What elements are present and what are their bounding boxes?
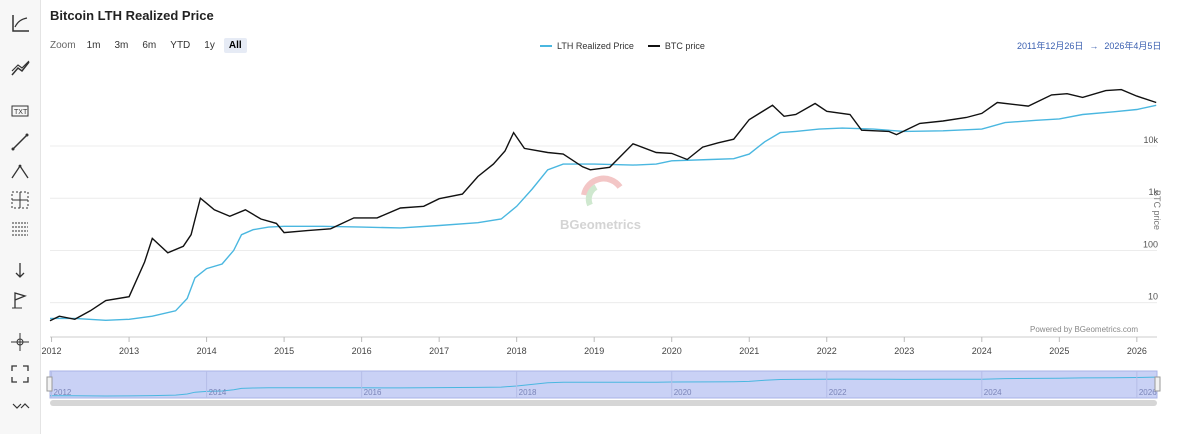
measure-icon[interactable]: [6, 256, 34, 284]
y-tick-label: 10k: [1143, 135, 1158, 145]
x-tick-label: 2023: [894, 346, 914, 356]
navigator-handle-right[interactable]: [1154, 376, 1161, 392]
x-tick-label: 2015: [274, 346, 294, 356]
x-tick-label: 2026: [1127, 346, 1147, 356]
zoom-button-1y[interactable]: 1y: [204, 40, 215, 51]
x-tick-label: 2013: [119, 346, 139, 356]
drawing-toolbar: TXT: [0, 0, 41, 434]
navigator-tick-label: 2016: [364, 388, 382, 397]
series-line-btc-price[interactable]: [49, 88, 1157, 322]
legend: LTH Realized Price BTC price: [540, 41, 719, 51]
line-draw-icon[interactable]: [6, 128, 34, 156]
x-tick-label: 2025: [1049, 346, 1069, 356]
collapse-icon[interactable]: [6, 392, 34, 420]
grid-icon[interactable]: [6, 215, 34, 243]
btc-swatch: [647, 45, 660, 47]
fullscreen-icon[interactable]: [6, 360, 34, 388]
date-range-arrow: →: [1089, 41, 1099, 51]
zoom-button-3m[interactable]: 3m: [114, 40, 129, 51]
navigator-tick-label: 2020: [674, 388, 692, 397]
crosshair-icon[interactable]: [6, 186, 34, 214]
x-tick-label: 2012: [42, 346, 62, 356]
move-icon[interactable]: [6, 328, 34, 356]
zoom-button-6m[interactable]: 6m: [142, 40, 157, 51]
navigator-tick-label: 2022: [829, 388, 847, 397]
x-tick-label: 2017: [429, 346, 449, 356]
x-tick-label: 2019: [584, 346, 604, 356]
series-line-lth-realized-price[interactable]: [50, 104, 1157, 322]
zoom-label: Zoom: [50, 40, 76, 51]
y-tick-label: 100: [1143, 239, 1158, 249]
watermark: BGeometrics: [560, 217, 641, 232]
legend-item-lth[interactable]: LTH Realized Price: [540, 41, 634, 51]
trend-lines-icon[interactable]: [6, 55, 34, 83]
x-tick-label: 2014: [197, 346, 217, 356]
zoom-button-all[interactable]: All: [223, 38, 247, 53]
navigator-tick-label: 2024: [984, 388, 1002, 397]
navigator-tick-label: 2018: [519, 388, 537, 397]
zoom-controls: Zoom 1m 3m 6m YTD 1y All: [50, 38, 251, 53]
x-tick-label: 2016: [352, 346, 372, 356]
x-tick-label: 2022: [817, 346, 837, 356]
date-range[interactable]: 2011年12月26日 → 2026年4月5日: [1014, 39, 1164, 52]
navigator-tick-label: 2026: [1139, 388, 1157, 397]
legend-label-btc: BTC price: [664, 41, 705, 51]
chart-title: Bitcoin LTH Realized Price: [50, 8, 214, 23]
date-from[interactable]: 2011年12月26日: [1017, 41, 1084, 51]
y-tick-label: 1k: [1148, 187, 1158, 197]
navigator-tick-label: 2012: [54, 388, 72, 397]
navigator-scrollbar[interactable]: [50, 400, 1157, 406]
x-tick-label: 2021: [739, 346, 759, 356]
text-annotation-icon[interactable]: TXT: [6, 98, 34, 126]
triangle-pattern-icon[interactable]: [6, 158, 34, 186]
x-tick-label: 2020: [662, 346, 682, 356]
zoom-button-ytd[interactable]: YTD: [170, 40, 191, 51]
legend-item-btc[interactable]: BTC price: [647, 41, 705, 51]
svg-text:TXT: TXT: [14, 109, 28, 116]
navigator-tick-label: 2014: [209, 388, 227, 397]
x-tick-label: 2024: [972, 346, 992, 356]
navigator-handle-left[interactable]: [46, 376, 53, 392]
legend-label-lth: LTH Realized Price: [557, 41, 634, 51]
x-tick-label: 2018: [507, 346, 527, 356]
navigator-window[interactable]: [49, 370, 1158, 399]
lth-swatch: [540, 45, 552, 47]
axis-icon[interactable]: [6, 10, 34, 38]
watermark-logo-icon-part: [585, 184, 598, 207]
date-to[interactable]: 2026年4月5日: [1104, 41, 1162, 51]
y-tick-label: 10: [1148, 292, 1158, 302]
credit-text: Powered by BGeometrics.com: [1030, 325, 1139, 334]
zoom-button-1m[interactable]: 1m: [86, 40, 101, 51]
navigator-series-line: [50, 376, 1157, 397]
y-axis-label: BTC price: [1152, 190, 1162, 231]
watermark-logo-icon: [581, 175, 623, 196]
flag-icon[interactable]: [6, 286, 34, 314]
